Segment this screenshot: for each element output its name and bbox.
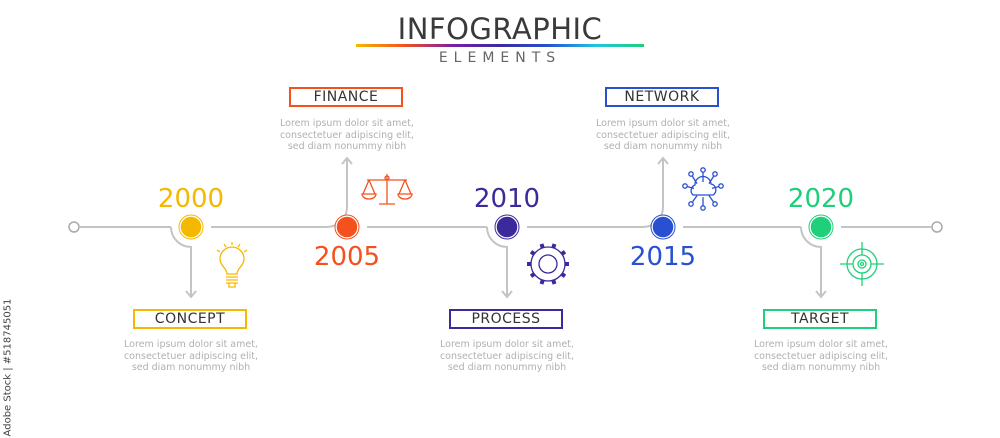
description-line: Lorem ipsum dolor sit amet, xyxy=(280,118,414,129)
stage-label-network: NETWORK xyxy=(605,87,719,107)
cloud-network-icon xyxy=(682,167,724,211)
stage-description: Lorem ipsum dolor sit amet, consectetuer … xyxy=(578,118,748,153)
arrow-down-icon xyxy=(185,290,197,299)
milestone-dot xyxy=(495,215,519,239)
year-label: 2005 xyxy=(313,242,381,272)
year-label: 2015 xyxy=(629,242,697,272)
description-line: consectetuer adipiscing elit, xyxy=(279,129,415,141)
infographic-title: INFOGRAPHIC xyxy=(397,12,603,46)
description-line: sed diam nonummy nibh xyxy=(131,362,251,373)
stage-description: Lorem ipsum dolor sit amet, consectetuer … xyxy=(262,118,432,153)
branch-connector xyxy=(800,226,822,297)
infographic-subtitle: ELEMENTS xyxy=(438,50,562,66)
rainbow-underline xyxy=(356,44,644,47)
gear-icon xyxy=(527,243,569,285)
description-line: consectetuer adipiscing elit, xyxy=(753,350,889,362)
milestone-ring xyxy=(494,214,520,240)
milestone-dot xyxy=(809,215,833,239)
scales-icon xyxy=(361,174,413,205)
description-line: Lorem ipsum dolor sit amet, xyxy=(596,118,730,129)
stage-description: Lorem ipsum dolor sit amet, consectetuer … xyxy=(422,339,592,374)
description-line: Lorem ipsum dolor sit amet, xyxy=(754,339,888,350)
milestone-ring xyxy=(178,214,204,240)
arrow-up-icon xyxy=(657,156,669,165)
stage-label-process: PROCESS xyxy=(449,309,563,329)
stage-description: Lorem ipsum dolor sit amet, consectetuer … xyxy=(736,339,906,374)
stage-description: Lorem ipsum dolor sit amet, consectetuer … xyxy=(106,339,276,374)
year-label: 2000 xyxy=(157,184,225,214)
description-line: sed diam nonummy nibh xyxy=(287,141,407,152)
description-line: Lorem ipsum dolor sit amet, xyxy=(124,339,258,350)
branch-connector xyxy=(170,226,192,297)
timeline-end-node xyxy=(931,221,943,233)
stage-label-target: TARGET xyxy=(763,309,877,329)
stage-label-finance: FINANCE xyxy=(289,87,403,107)
milestone-dot xyxy=(335,215,359,239)
milestone-dot xyxy=(179,215,203,239)
description-line: consectetuer adipiscing elit, xyxy=(123,350,259,362)
year-label: 2010 xyxy=(473,184,541,214)
arrow-down-icon xyxy=(815,290,827,299)
milestone-dot xyxy=(651,215,675,239)
description-line: Lorem ipsum dolor sit amet, xyxy=(440,339,574,350)
description-line: consectetuer adipiscing elit, xyxy=(439,350,575,362)
milestone-ring xyxy=(808,214,834,240)
stage-label-concept: CONCEPT xyxy=(133,309,247,329)
lightbulb-icon xyxy=(216,242,248,288)
description-line: sed diam nonummy nibh xyxy=(447,362,567,373)
milestone-ring xyxy=(334,214,360,240)
target-icon xyxy=(840,242,884,286)
branch-connector xyxy=(486,226,508,297)
description-line: sed diam nonummy nibh xyxy=(761,362,881,373)
milestone-ring xyxy=(650,214,676,240)
timeline-start-node xyxy=(68,221,80,233)
arrow-down-icon xyxy=(501,290,513,299)
arrow-up-icon xyxy=(341,156,353,165)
description-line: consectetuer adipiscing elit, xyxy=(595,129,731,141)
year-label: 2020 xyxy=(787,184,855,214)
description-line: sed diam nonummy nibh xyxy=(603,141,723,152)
